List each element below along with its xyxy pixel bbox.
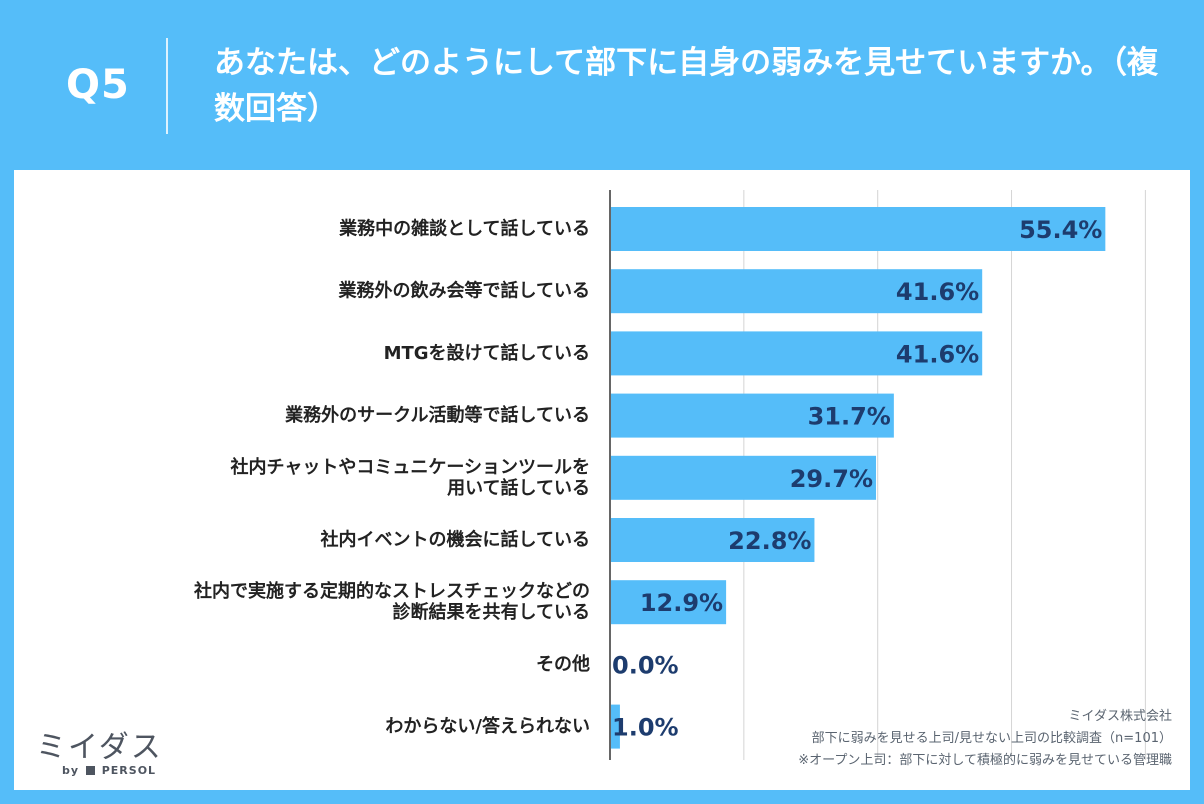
value-label: 55.4% — [1019, 216, 1102, 244]
bar — [611, 455, 877, 500]
chart-panel: 55.4% 業務中の雑談として話している 41.6% 業務外の飲み会等で話している 41… — [14, 170, 1190, 790]
footer-company: ミイダス株式会社 — [1068, 709, 1172, 724]
bar — [611, 269, 983, 314]
category-label-line: 業務外のサークル活動等で話している — [284, 404, 590, 426]
category-label: 社内イベントの機会に話している — [321, 529, 590, 551]
category-label: 社内で実施する定期的なストレスチェックなどの診断結果を共有している — [194, 580, 590, 623]
category-label-line: その他 — [536, 653, 590, 675]
value-label: 22.8% — [728, 527, 811, 555]
bar — [611, 518, 815, 562]
value-label: 29.7% — [790, 465, 873, 493]
category-label: わからない/答えられない — [385, 715, 590, 737]
category-label-line: わからない/答えられない — [385, 715, 590, 737]
bar — [611, 580, 727, 625]
footer-survey: 部下に弱みを見せる上司/見せない上司の比較調査（n=101） — [811, 731, 1172, 746]
category-label-line: 業務中の雑談として話している — [338, 218, 590, 240]
value-label: 41.6% — [896, 278, 979, 306]
category-label: 業務外のサークル活動等で話している — [284, 404, 590, 426]
value-label: 12.9% — [640, 589, 723, 617]
value-label: 41.6% — [896, 340, 979, 368]
value-label: 31.7% — [808, 403, 891, 431]
footer: ミイダス株式会社 部下に弱みを見せる上司/見せない上司の比較調査（n=101） … — [798, 706, 1172, 772]
header-divider — [166, 38, 168, 134]
category-label: その他 — [536, 653, 590, 675]
bar — [611, 393, 894, 438]
category-label: 業務外の飲み会等で話している — [338, 280, 590, 302]
category-label-line: 用いて話している — [447, 477, 590, 499]
header: Q5 あなたは、どのようにして部下に自身の弱みを見せていますか。（複数回答） — [0, 0, 1204, 170]
persol-mark-icon — [85, 766, 95, 775]
logo-brand: PERSOL — [101, 764, 157, 777]
bar — [611, 331, 983, 376]
category-label-line: 社内イベントの機会に話している — [321, 529, 590, 551]
bar-chart: 55.4% 業務中の雑談として話している 41.6% 業務外の飲み会等で話している 41… — [194, 190, 1146, 760]
category-label-line: 社内チャットやコミュニケーションツールを — [231, 456, 590, 478]
value-label: 1.0% — [612, 714, 679, 742]
footer-note: ※オープン上司：部下に対して積極的に弱みを見せている管理職 — [798, 753, 1172, 768]
category-label-line: 診断結果を共有している — [393, 601, 590, 623]
category-label: 社内チャットやコミュニケーションツールを用いて話している — [231, 456, 590, 499]
category-label-line: MTGを設けて話している — [384, 342, 590, 364]
logo-by: by — [62, 764, 80, 777]
category-label: MTGを設けて話している — [384, 342, 590, 364]
bar — [611, 207, 1106, 251]
category-label-line: 社内で実施する定期的なストレスチェックなどの — [194, 580, 590, 602]
miidas-logo: ミイダス by PERSOL — [36, 722, 196, 782]
bar — [611, 704, 620, 749]
logo-subtitle: by PERSOL — [62, 764, 156, 777]
category-label-line: 業務外の飲み会等で話している — [338, 280, 590, 302]
logo-text: ミイダス — [36, 730, 163, 765]
value-label: 0.0% — [612, 651, 679, 679]
question-text: あなたは、どのようにして部下に自身の弱みを見せていますか。（複数回答） — [214, 45, 1158, 127]
question-number: Q5 — [66, 62, 130, 108]
category-label: 業務中の雑談として話している — [338, 218, 590, 240]
